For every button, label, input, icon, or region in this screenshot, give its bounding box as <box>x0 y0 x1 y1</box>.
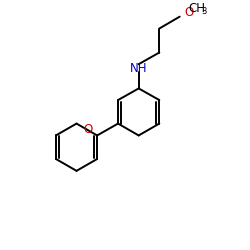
Text: O: O <box>185 6 194 19</box>
Text: NH: NH <box>130 62 148 75</box>
Text: O: O <box>83 123 92 136</box>
Text: CH: CH <box>188 2 206 15</box>
Text: 3: 3 <box>202 7 207 16</box>
